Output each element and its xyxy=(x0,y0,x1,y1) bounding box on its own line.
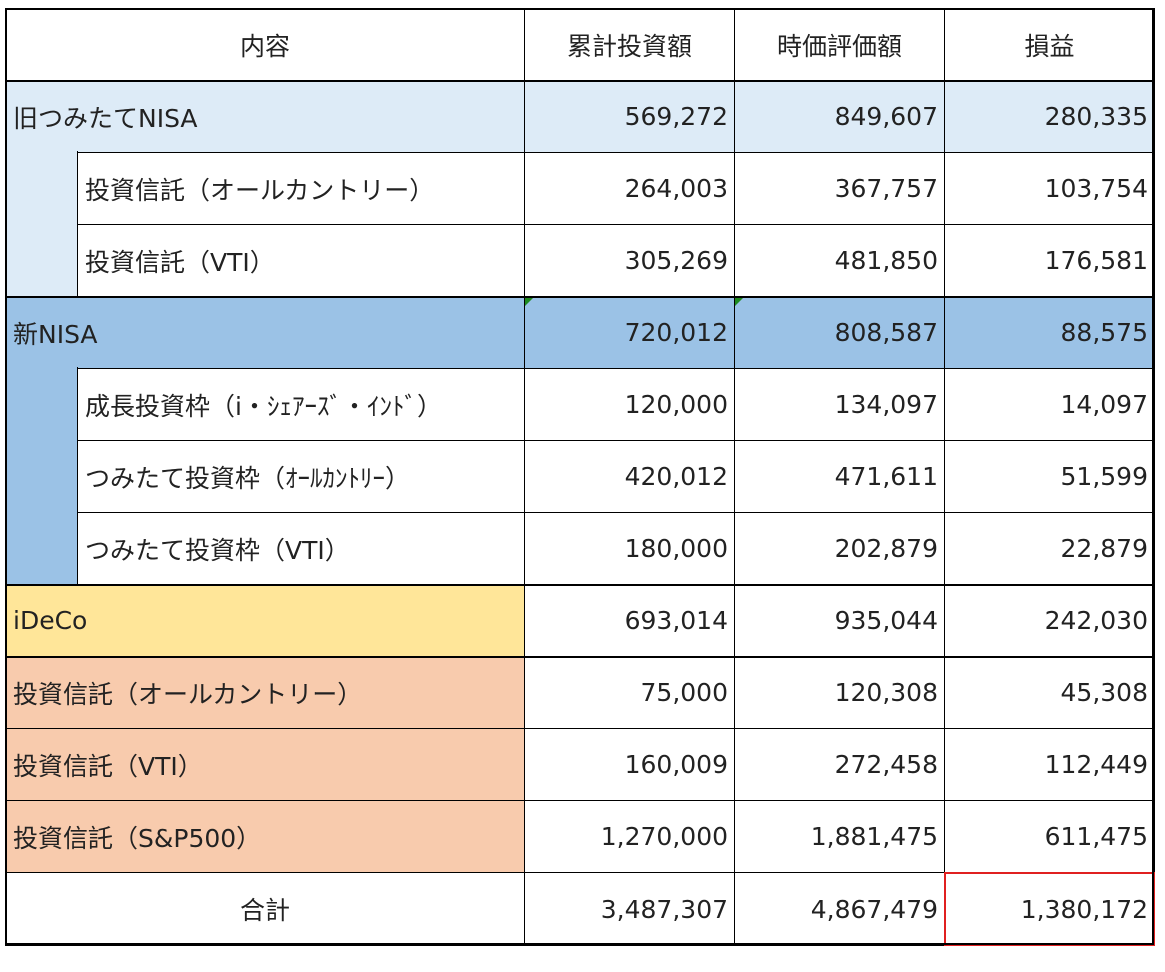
row-value[interactable]: 202,879 xyxy=(734,512,945,585)
row-value[interactable]: 112,449 xyxy=(944,728,1155,801)
row-value[interactable]: 180,000 xyxy=(524,512,735,585)
row-value[interactable]: 120,308 xyxy=(734,656,945,729)
row-label[interactable]: つみたて投資枠（VTI） xyxy=(77,512,525,585)
group-indent-strip[interactable] xyxy=(5,151,78,225)
row-value[interactable]: 103,754 xyxy=(944,152,1155,225)
group-divider xyxy=(5,296,1154,298)
row-value[interactable]: 305,269 xyxy=(524,224,735,297)
header-cell[interactable]: 損益 xyxy=(944,8,1155,81)
row-value[interactable]: 569,272 xyxy=(524,80,735,153)
row-value[interactable]: 272,458 xyxy=(734,728,945,801)
header-cell[interactable]: 累計投資額 xyxy=(524,8,735,81)
row-value[interactable]: 481,850 xyxy=(734,224,945,297)
row-value[interactable]: 242,030 xyxy=(944,584,1155,657)
row-label[interactable]: 新NISA xyxy=(5,296,525,369)
row-value[interactable]: 176,581 xyxy=(944,224,1155,297)
row-value[interactable]: 14,097 xyxy=(944,368,1155,441)
row-value[interactable]: 280,335 xyxy=(944,80,1155,153)
group-divider xyxy=(5,656,1154,658)
row-value[interactable]: 22,879 xyxy=(944,512,1155,585)
header-cell[interactable]: 時価評価額 xyxy=(734,8,945,81)
row-value[interactable]: 808,587 xyxy=(734,296,945,369)
total-label[interactable]: 合計 xyxy=(5,872,525,946)
row-label[interactable]: 投資信託（VTI） xyxy=(77,224,525,297)
row-value[interactable]: 849,607 xyxy=(734,80,945,153)
row-label[interactable]: つみたて投資枠（ｵｰﾙｶﾝﾄﾘｰ） xyxy=(77,440,525,513)
row-value[interactable]: 160,009 xyxy=(524,728,735,801)
group-divider xyxy=(5,584,1154,586)
group-indent-strip[interactable] xyxy=(5,511,78,585)
row-value[interactable]: 88,575 xyxy=(944,296,1155,369)
investment-summary-table: 内容 累計投資額 時価評価額 損益旧つみたてNISA 569,272 849,607 280… xyxy=(5,8,1155,946)
total-profit-highlighted[interactable]: 1,380,172 xyxy=(944,872,1155,946)
row-value[interactable]: 420,012 xyxy=(524,440,735,513)
row-value[interactable]: 51,599 xyxy=(944,440,1155,513)
row-label[interactable]: 旧つみたてNISA xyxy=(5,80,525,153)
row-value[interactable]: 720,012 xyxy=(524,296,735,369)
row-label[interactable]: 投資信託（S&P500） xyxy=(5,800,525,873)
row-value[interactable]: 1,270,000 xyxy=(524,800,735,873)
total-value[interactable]: 3,487,307 xyxy=(524,872,735,946)
row-value[interactable]: 1,881,475 xyxy=(734,800,945,873)
row-value[interactable]: 693,014 xyxy=(524,584,735,657)
row-label[interactable]: 投資信託（オールカントリー） xyxy=(5,656,525,729)
row-label[interactable]: iDeCo xyxy=(5,584,525,657)
header-cell[interactable]: 内容 xyxy=(5,8,525,81)
error-indicator-icon xyxy=(525,297,534,306)
error-indicator-icon xyxy=(735,297,744,306)
row-value[interactable]: 45,308 xyxy=(944,656,1155,729)
row-label[interactable]: 成長投資枠（i・ｼｪｱｰｽﾞ・ｲﾝﾄﾞ） xyxy=(77,368,525,441)
row-label[interactable]: 投資信託（オールカントリー） xyxy=(77,152,525,225)
row-value[interactable]: 120,000 xyxy=(524,368,735,441)
row-value[interactable]: 611,475 xyxy=(944,800,1155,873)
group-indent-strip[interactable] xyxy=(5,367,78,441)
row-value[interactable]: 75,000 xyxy=(524,656,735,729)
row-value[interactable]: 264,003 xyxy=(524,152,735,225)
group-indent-strip[interactable] xyxy=(5,439,78,513)
group-indent-strip[interactable] xyxy=(5,223,78,297)
group-divider xyxy=(5,80,1154,82)
row-value[interactable]: 134,097 xyxy=(734,368,945,441)
row-value[interactable]: 367,757 xyxy=(734,152,945,225)
total-value[interactable]: 4,867,479 xyxy=(734,872,945,946)
row-value[interactable]: 471,611 xyxy=(734,440,945,513)
row-label[interactable]: 投資信託（VTI） xyxy=(5,728,525,801)
row-value[interactable]: 935,044 xyxy=(734,584,945,657)
